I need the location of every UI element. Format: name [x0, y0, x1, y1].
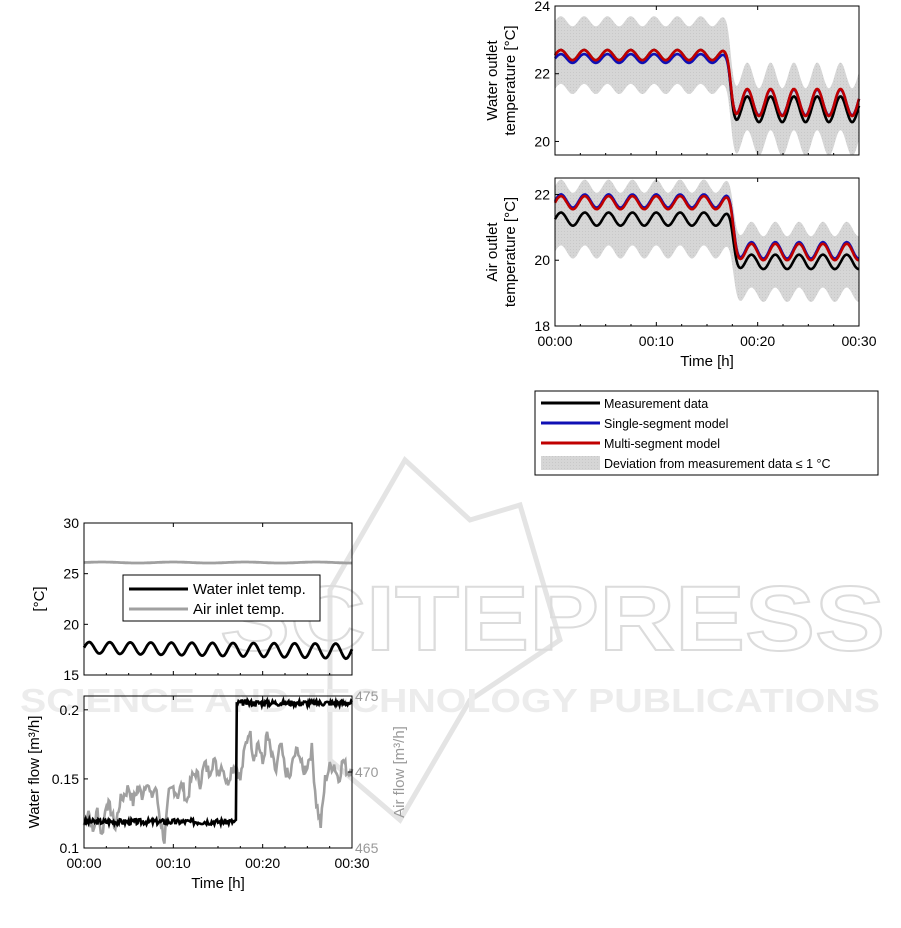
deviation-band — [555, 179, 859, 302]
x-tick-label: 00:00 — [537, 333, 572, 349]
y-axis-label-line2: temperature [°C] — [502, 197, 519, 307]
x-tick-label: 00:30 — [334, 855, 369, 871]
series-line-air-inlet-temp- — [84, 560, 352, 565]
y-tick-label: 30 — [63, 515, 79, 531]
x-axis-label: Time [h] — [680, 353, 734, 370]
watermark: SCITEPRESS SCIENCE AND TECHNOLOGY PUBLIC… — [20, 456, 886, 824]
water-outlet-chart: 20 22 24 Water outlet temperature [°C] — [484, 0, 861, 156]
series-line-water-inlet-temp- — [82, 640, 354, 661]
y-axis-label-line1: Water outlet — [484, 40, 501, 121]
x-tick-label: 00:10 — [156, 855, 191, 871]
watermark-book-shape — [327, 456, 563, 824]
x-axis-label: Time [h] — [191, 875, 245, 892]
y-axis-label-line2: temperature [°C] — [502, 25, 519, 135]
y-tick-label: 24 — [534, 0, 550, 14]
y-tick-label: 22 — [534, 66, 550, 82]
y-right-tick-label: 465 — [355, 840, 379, 856]
series-line-multi-segment-model — [553, 194, 860, 262]
legend-swatch-deviation-band — [541, 456, 600, 470]
watermark-line2: SCIENCE AND TECHNOLOGY PUBLICATIONS — [20, 682, 880, 719]
y-tick-label: 0.15 — [52, 771, 79, 787]
y-tick-label: 18 — [534, 318, 550, 334]
y-tick-label: 0.1 — [60, 840, 80, 856]
legend-label-deviation-band: Deviation from measurement data ≤ 1 °C — [604, 457, 831, 471]
y-right-tick-label: 475 — [355, 688, 379, 704]
inlet-legend-frame — [122, 574, 321, 622]
series-line-multi-segment-model — [553, 48, 861, 118]
y-right-tick-label: 470 — [355, 764, 379, 780]
x-tick-label: 00:20 — [740, 333, 775, 349]
air-outlet-chart: 00:00 00:10 00:20 00:30 18 20 22 Air outlet temp… — [484, 177, 877, 370]
x-tick-label: 00:10 — [639, 333, 674, 349]
model-legend: Measurement data Single-segment model Mu… — [534, 390, 879, 476]
y-axis-label-right: Air flow [m³/h] — [391, 726, 408, 818]
y-tick-label: 0.2 — [60, 702, 80, 718]
y-tick-label: 15 — [63, 667, 79, 683]
x-tick-label: 00:00 — [66, 855, 101, 871]
x-tick-label: 00:20 — [245, 855, 280, 871]
y-tick-label: 20 — [534, 133, 550, 149]
flow-chart: 00:00 00:10 00:20 00:30 0.1 0.15 0.2 465 470 475 W… — [26, 688, 408, 892]
y-tick-label: 20 — [534, 252, 550, 268]
y-tick-label: 22 — [534, 186, 550, 202]
series-line-air-flow — [82, 730, 354, 844]
legend-label-multi-segment: Multi-segment model — [604, 437, 720, 451]
legend-label-measurement: Measurement data — [604, 397, 708, 411]
y-axis-label: [°C] — [31, 586, 48, 611]
series-line-water-flow — [83, 695, 354, 830]
x-tick-label: 00:30 — [841, 333, 876, 349]
inlet-legend-label: Air inlet temp. — [193, 601, 285, 618]
y-axis-label-left: Water flow [m³/h] — [26, 716, 43, 829]
legend-label-single-segment: Single-segment model — [604, 417, 728, 431]
y-tick-label: 20 — [63, 616, 79, 632]
y-tick-label: 25 — [63, 566, 79, 582]
series-line-measurement-data — [553, 211, 860, 271]
inlet-temperature-chart: 15 20 25 30 [°C] Water inlet temp. Air inlet t… — [31, 515, 354, 683]
deviation-band — [555, 16, 859, 156]
inlet-legend-label: Water inlet temp. — [193, 581, 306, 598]
y-axis-label-line1: Air outlet — [484, 222, 501, 282]
